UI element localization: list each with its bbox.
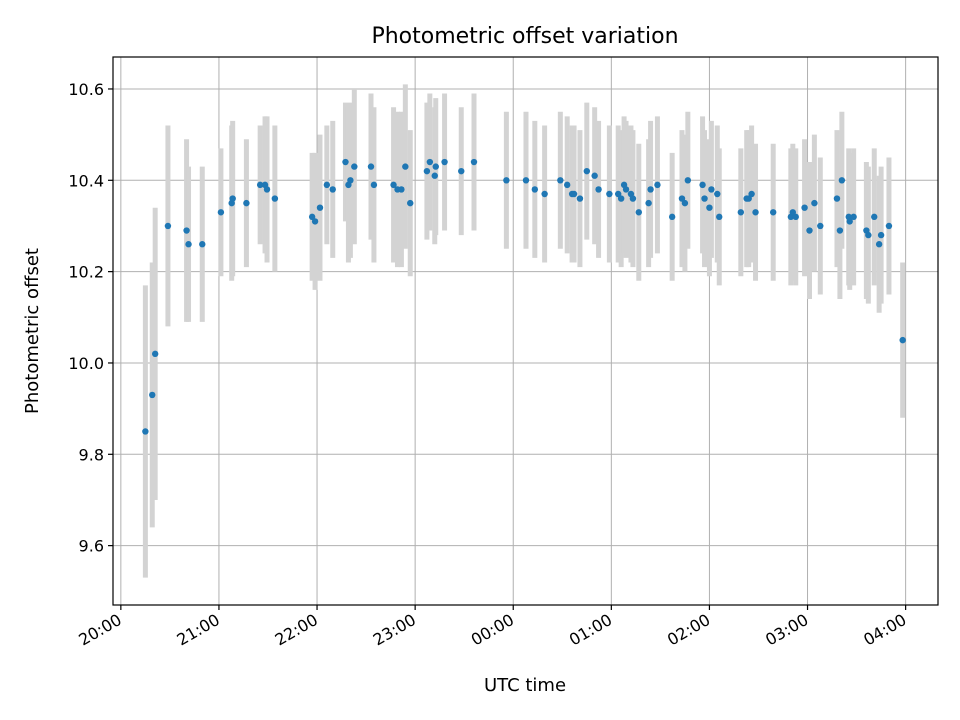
data-point [792,213,799,221]
data-point [563,181,571,189]
data-point [522,177,530,184]
data-point [684,177,692,184]
data-point [769,209,777,216]
data-point [311,218,319,225]
data-point [441,158,448,166]
data-point [557,177,564,184]
data-point [402,163,409,170]
y-tick-label: 10.0 [68,354,104,373]
data-point [199,241,206,248]
data-point [308,213,316,221]
data-point [789,209,797,216]
data-point [681,199,689,207]
data-point [164,222,172,230]
data-point [323,181,331,189]
data-point [708,186,715,193]
y-tick-label: 10.2 [68,263,104,282]
data-point [583,167,591,175]
data-point [347,177,354,184]
data-point [645,199,652,207]
data-point [541,190,548,198]
data-point [183,227,190,234]
data-point [351,163,358,170]
point-layer [142,158,906,435]
data-point [817,222,824,230]
data-point [836,227,844,234]
data-point [899,336,906,344]
data-point [243,199,250,207]
data-point [570,190,578,198]
data-point [271,195,279,202]
data-point [871,213,878,221]
data-point [846,218,853,225]
data-point [635,209,643,216]
data-point [263,186,271,193]
data-point [458,167,465,175]
data-point [390,181,397,189]
data-point [654,181,661,189]
data-point [706,204,713,211]
data-point [850,213,857,221]
data-point [431,172,438,179]
data-point [745,195,752,202]
data-point [678,195,686,202]
data-point [865,231,872,239]
data-point [591,172,598,179]
data-point [714,190,721,198]
data-point [185,241,192,248]
data-point [407,199,414,207]
data-point [531,186,539,193]
data-point [752,209,759,216]
data-point [367,163,375,170]
data-point [576,195,584,202]
data-point [432,163,439,170]
data-point [647,186,654,193]
y-tick-label: 9.8 [79,445,104,464]
data-point [342,158,349,166]
y-tick-label: 9.6 [79,537,104,556]
y-axis-label: Photometric offset [22,248,43,414]
data-point [811,199,818,207]
data-point [806,227,813,234]
data-point [701,195,708,202]
data-point [151,350,159,358]
data-point [885,222,893,230]
data-point [617,195,625,202]
data-point [699,181,706,189]
data-point [149,391,156,399]
data-point [229,195,236,202]
data-point [470,158,478,166]
y-tick-label: 10.4 [68,171,104,190]
data-point [217,209,225,216]
data-point [801,204,808,211]
data-point [748,190,755,198]
data-point [668,213,676,221]
data-point [370,181,378,189]
chart-title: Photometric offset variation [371,24,678,49]
data-point [398,186,405,193]
data-point [629,195,637,202]
data-point [316,204,324,211]
data-point [426,158,434,166]
data-point [833,195,841,202]
data-point [142,428,149,435]
data-point [606,190,613,198]
data-point [256,181,264,189]
data-point [838,177,846,184]
data-point [615,190,622,198]
data-point [423,167,431,175]
data-point [737,209,745,216]
x-axis-label: UTC time [484,675,566,696]
data-point [329,186,336,193]
data-point [622,186,630,193]
plot-frame [112,56,939,606]
y-tick-label: 10.6 [68,80,104,99]
data-point [595,186,602,193]
data-point [877,231,885,239]
data-point [503,177,510,184]
data-point [716,213,723,221]
data-point [875,241,883,248]
